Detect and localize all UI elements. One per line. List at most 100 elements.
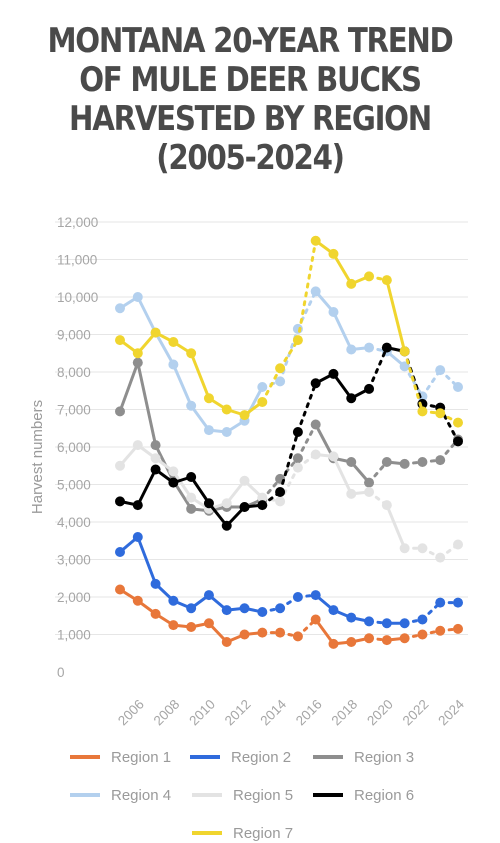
data-point [328, 605, 339, 616]
series-segment [385, 503, 407, 550]
series-segment [136, 295, 158, 335]
data-point [453, 539, 463, 550]
data-point [221, 498, 232, 509]
data-point [132, 292, 143, 302]
data-point [186, 400, 197, 411]
data-point [435, 365, 446, 376]
data-point [239, 410, 250, 421]
data-point [221, 427, 232, 437]
series-segment [189, 351, 211, 400]
y-tick-label: 9,000 [57, 328, 91, 343]
data-point [381, 275, 392, 286]
data-point [132, 348, 143, 359]
y-axis-title: Harvest numbers [29, 400, 46, 514]
series-segment [189, 475, 211, 505]
data-point [115, 547, 125, 557]
series-segment [189, 404, 211, 432]
y-tick-label: 11,000 [57, 253, 97, 268]
data-point [257, 500, 268, 511]
data-point [328, 451, 339, 462]
data-point [115, 303, 125, 314]
data-point [239, 502, 250, 512]
legend-label: Region 7 [233, 825, 293, 842]
data-point [132, 532, 143, 542]
x-tick-label: 2020 [364, 697, 396, 729]
series-region-3 [115, 357, 463, 516]
data-point [132, 595, 143, 606]
data-point [168, 620, 179, 631]
data-point [221, 404, 232, 415]
series-segment [296, 239, 318, 342]
data-point [203, 393, 214, 404]
series-region-5 [115, 440, 463, 563]
data-point [364, 477, 375, 488]
legend-label: Region 1 [111, 749, 171, 766]
data-point [399, 346, 410, 357]
data-point [150, 440, 161, 451]
data-point [292, 427, 303, 437]
data-point [417, 457, 428, 467]
data-point [239, 475, 250, 486]
data-point [275, 376, 286, 387]
data-point [203, 498, 214, 509]
y-tick-label: 12,000 [57, 215, 98, 230]
data-point [381, 500, 392, 511]
legend-label: Region 4 [111, 787, 171, 804]
y-tick-label: 3,000 [57, 553, 91, 568]
data-point [381, 342, 392, 353]
series-segment [331, 454, 353, 496]
data-point [310, 590, 321, 601]
data-point [310, 449, 321, 460]
series-segment [367, 346, 389, 391]
data-point [381, 457, 392, 467]
data-point [132, 440, 143, 451]
series-region-2 [115, 532, 463, 629]
legend: Region 1 Region 2 Region 3 Region 4 Region 5… [70, 749, 414, 842]
legend-label: Region 2 [231, 749, 291, 766]
series-segment [296, 289, 318, 331]
data-point [310, 378, 321, 389]
data-point [275, 363, 286, 374]
series-segment [296, 423, 318, 460]
x-tick-label: 2024 [435, 696, 467, 728]
data-point [381, 618, 392, 629]
data-point [275, 627, 286, 638]
legend-item-region-6: Region 6 [313, 787, 414, 804]
data-point [364, 342, 375, 353]
series-segment [136, 361, 158, 447]
series-region-1 [115, 584, 463, 649]
data-point [364, 487, 375, 497]
data-point [399, 618, 410, 629]
data-point [168, 466, 179, 477]
x-tick-label: 2008 [151, 697, 183, 729]
data-point [239, 629, 250, 640]
data-point [132, 357, 143, 368]
data-point [435, 408, 446, 419]
y-tick-label: 5,000 [57, 478, 91, 493]
x-axis-ticks: 2006 2008 2010 2012 2014 2016 2018 2020 2022 2024 [115, 696, 467, 728]
data-point [381, 635, 392, 646]
y-tick-label: 2,000 [57, 590, 91, 605]
data-point [186, 492, 197, 503]
series-segment [278, 466, 300, 503]
gridlines [55, 221, 468, 635]
legend-label: Region 3 [354, 749, 414, 766]
series-segment [331, 252, 353, 286]
data-point [186, 503, 197, 514]
data-point [310, 614, 321, 625]
series-segment [438, 406, 460, 443]
data-point [346, 612, 357, 623]
data-point [435, 455, 446, 466]
data-point [150, 608, 161, 619]
data-point [346, 278, 357, 289]
legend-item-region-2: Region 2 [190, 749, 291, 766]
data-point [168, 595, 179, 606]
data-point [292, 453, 303, 464]
y-tick-label: 0 [57, 665, 65, 680]
data-point [328, 307, 339, 317]
data-point [292, 335, 303, 346]
data-point [257, 627, 268, 638]
data-point [310, 235, 321, 246]
legend-item-region-5: Region 5 [192, 787, 293, 804]
data-point [292, 462, 303, 473]
